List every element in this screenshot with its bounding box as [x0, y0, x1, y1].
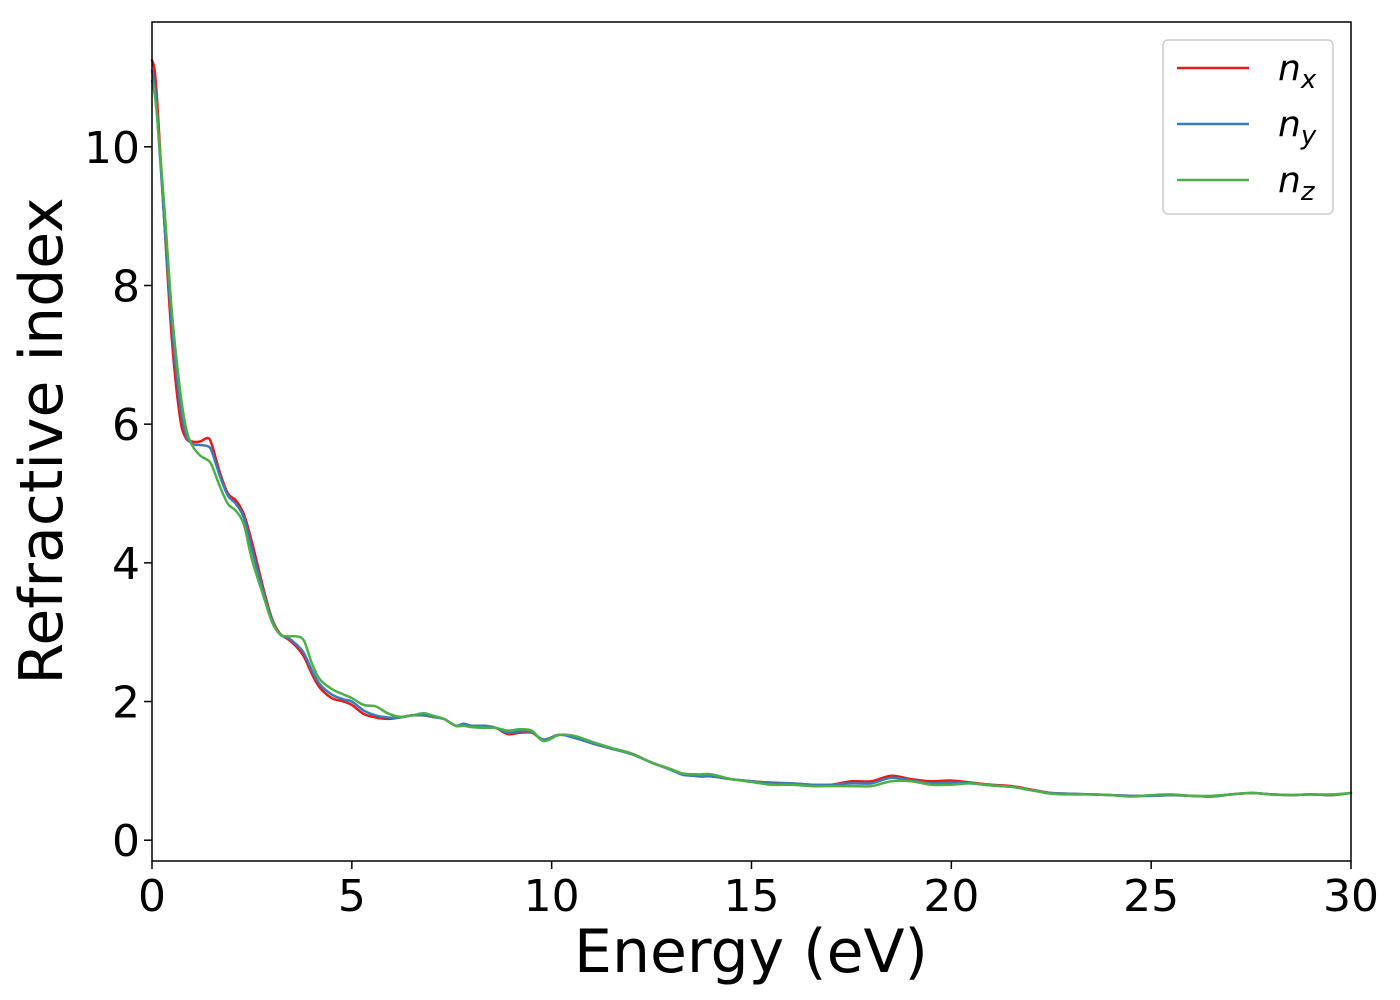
- y-axis-label: Refractive index: [7, 197, 77, 684]
- y-tick-label: 10: [84, 123, 140, 174]
- legend-label-n_y: ny: [1278, 104, 1317, 151]
- x-tick-label: 15: [724, 871, 780, 922]
- x-tick-label: 30: [1323, 871, 1379, 922]
- x-tick-label: 5: [338, 871, 366, 922]
- legend-label-n_x: nx: [1278, 48, 1317, 95]
- plot-background: [152, 22, 1351, 861]
- tick-layer: 0 5 10 15 20 25 30 0 2 4 6 8 10: [84, 123, 1379, 922]
- series-layer: [150, 58, 1353, 798]
- x-tick-label: 10: [524, 871, 580, 922]
- x-axis-label: Energy (eV): [574, 917, 928, 987]
- legend-entries: nx ny nz: [1177, 48, 1317, 207]
- x-tick-label: 20: [923, 871, 979, 922]
- y-tick-label: 4: [112, 539, 140, 590]
- x-tick-label: 0: [138, 871, 166, 922]
- y-tick-label: 6: [112, 400, 140, 451]
- legend-box: [1162, 39, 1334, 215]
- x-tick-label: 25: [1123, 871, 1179, 922]
- y-tick-label: 0: [112, 816, 140, 867]
- plot-frame: [151, 21, 1352, 862]
- y-tick-label: 8: [112, 261, 140, 312]
- legend: nx ny nz: [1162, 39, 1334, 215]
- y-tick-label: 2: [112, 678, 140, 729]
- legend-label-n_z: nz: [1278, 160, 1316, 207]
- series-line-n_z: [150, 79, 1353, 798]
